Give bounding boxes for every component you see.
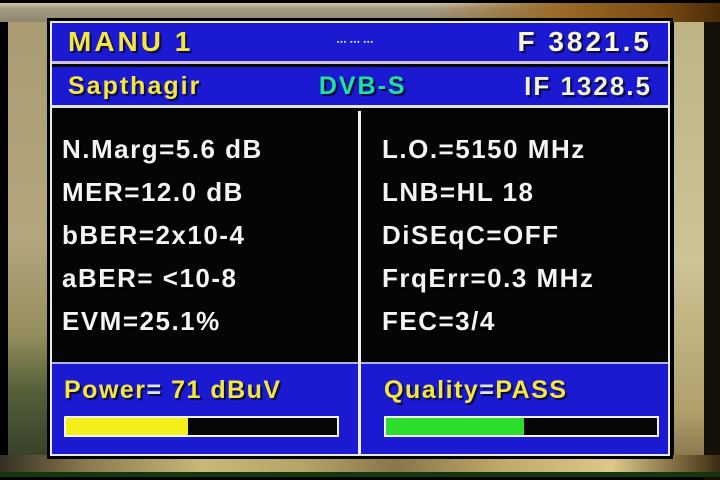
measurement-column-right: L.O.=5150 MHz LNB=HL 18 DiSEqC=OFF FrqEr…	[361, 111, 668, 362]
quality-bar-fill	[386, 418, 525, 435]
readout-diseqc: DiSEqC=OFF	[382, 220, 560, 250]
if-frequency-readout: IF 1328.5	[524, 70, 652, 101]
measurement-column-left: N.Marg=5.6 dB MER=12.0 dB bBER=2x10-4 aB…	[52, 111, 358, 362]
center-divider	[358, 111, 361, 454]
quality-bar-track	[384, 416, 659, 437]
readout-evm: EVM=25.1%	[62, 306, 221, 336]
quality-value: PASS	[495, 376, 568, 404]
readout-lo: L.O.=5150 MHz	[382, 134, 586, 164]
preset-name: MANU 1	[68, 26, 194, 57]
power-equals: =	[146, 376, 163, 404]
power-bar-track	[64, 416, 339, 437]
video-background-right	[674, 22, 704, 455]
video-background-top-right	[430, 3, 720, 22]
quality-panel: Quality=PASS	[361, 364, 668, 454]
frequency-readout: F 3821.5	[517, 26, 652, 57]
signal-marks-icon: ▪▪▪ ▪▪▪ ▪▪▪	[336, 38, 375, 46]
readout-lnb: LNB=HL 18	[382, 177, 535, 207]
video-background-bottom	[0, 455, 720, 473]
readout-aber: aBER= <10-8	[62, 263, 238, 293]
quality-equals: =	[479, 376, 496, 404]
video-background-far-right	[704, 22, 720, 480]
power-label-text: Power	[64, 376, 147, 404]
readout-bber: bBER=2x10-4	[62, 220, 246, 250]
quality-label: Quality=PASS	[384, 376, 668, 405]
quality-label-text: Quality	[384, 376, 480, 404]
readout-fec: FEC=3/4	[382, 306, 496, 336]
osd-panel: MANU 1 ▪▪▪ ▪▪▪ ▪▪▪ F 3821.5 Sapthagir DV…	[50, 21, 670, 456]
readout-freq-error: FrqErr=0.3 MHz	[382, 263, 595, 293]
power-panel: Power= 71 dBuV	[52, 364, 361, 454]
channel-bar: Sapthagir DVB-S IF 1328.5	[52, 67, 668, 108]
title-bar: MANU 1 ▪▪▪ ▪▪▪ ▪▪▪ F 3821.5	[52, 23, 668, 64]
readout-noise-margin: N.Marg=5.6 dB	[62, 134, 263, 164]
readout-mer: MER=12.0 dB	[62, 177, 244, 207]
system-standard: DVB-S	[318, 71, 407, 100]
video-background-bottom-strip	[0, 472, 720, 477]
power-label: Power= 71 dBuV	[64, 376, 361, 405]
power-bar-fill	[66, 418, 188, 435]
channel-name: Sapthagir	[68, 71, 202, 100]
power-value: 71 dBuV	[162, 376, 282, 404]
video-background-left	[8, 22, 52, 455]
